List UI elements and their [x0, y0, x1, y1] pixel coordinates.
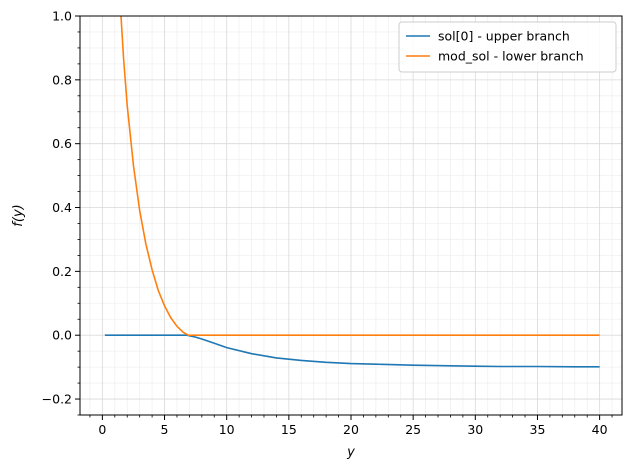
- y-tick-label: 0.4: [52, 200, 72, 215]
- legend-entry-label: sol[0] - upper branch: [438, 29, 570, 44]
- x-tick-label: 10: [219, 422, 235, 437]
- x-tick-label: 20: [343, 422, 359, 437]
- x-tick-label: 30: [467, 422, 483, 437]
- y-tick-label: 0.8: [52, 72, 72, 87]
- y-tick-label: −0.2: [42, 392, 72, 407]
- x-tick-label: 15: [281, 422, 297, 437]
- y-tick-label: 0.6: [52, 136, 72, 151]
- major-grid: [80, 15, 622, 415]
- x-tick-label: 0: [98, 422, 106, 437]
- y-tick-label: 0.0: [52, 328, 72, 343]
- x-tick-label: 40: [592, 422, 608, 437]
- series-line: [120, 15, 600, 337]
- legend-entry-label: mod_sol - lower branch: [438, 49, 584, 64]
- x-axis-label: y: [346, 445, 355, 460]
- x-tick-label: 35: [530, 422, 546, 437]
- series-line: [104, 334, 600, 368]
- y-tick-label: 0.2: [52, 264, 72, 279]
- y-tick-label: 1.0: [52, 9, 72, 24]
- series-layer: [104, 15, 600, 368]
- x-tick-label: 5: [161, 422, 169, 437]
- x-tick-label: 25: [405, 422, 421, 437]
- legend: sol[0] - upper branch mod_sol - lower bra…: [398, 21, 617, 73]
- legend-box: [398, 21, 617, 73]
- y-axis-ticks: −0.2 0.0 0.2 0.4 0.6 0.8 1.0: [42, 9, 80, 416]
- y-axis-label: f(y): [11, 204, 26, 226]
- x-axis-ticks: 0 5 10 15 20 25 30 35 40: [89, 415, 613, 437]
